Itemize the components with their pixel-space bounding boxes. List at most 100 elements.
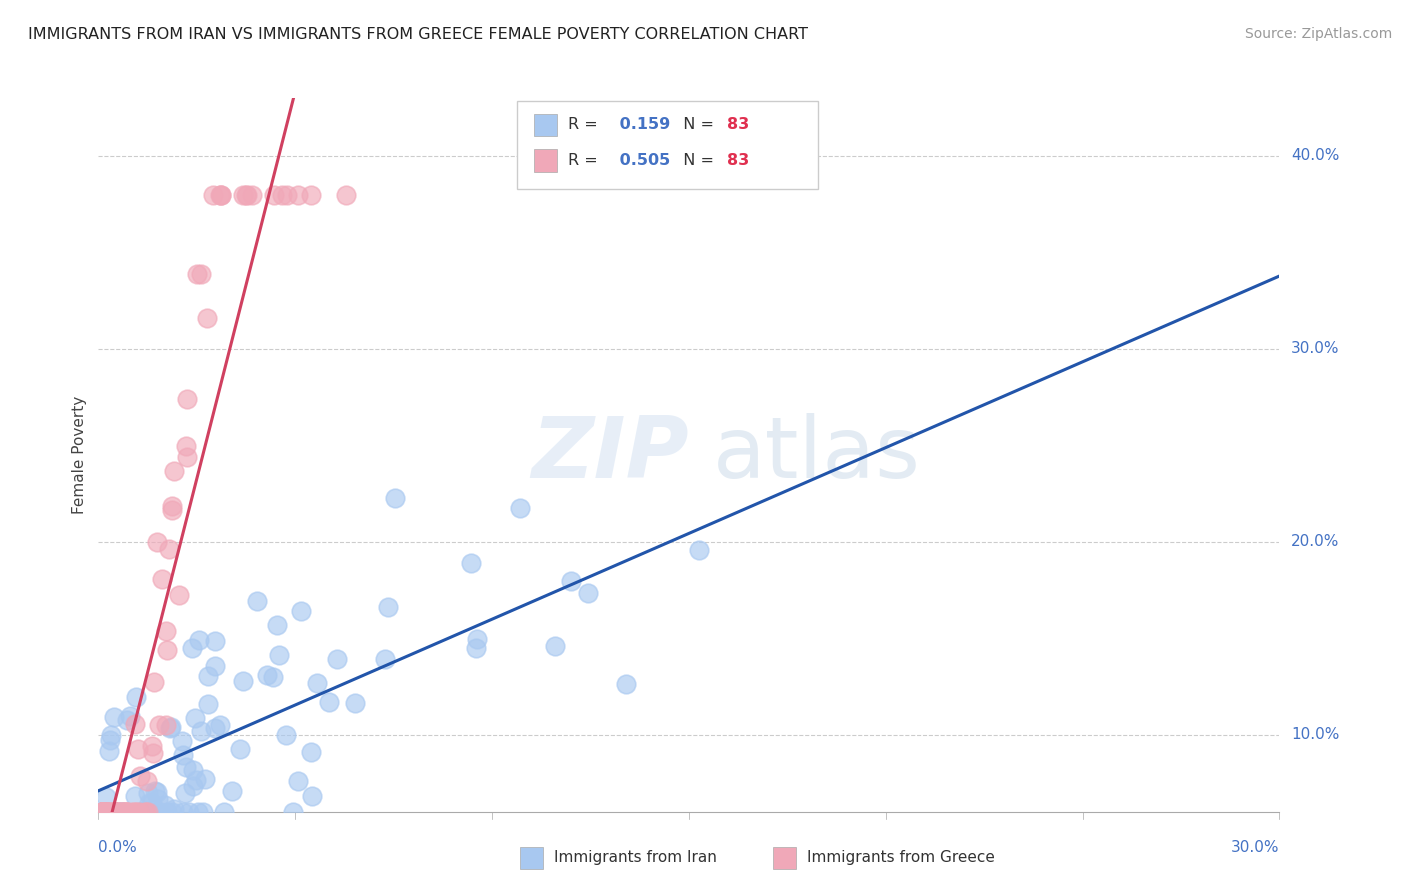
Point [186, 267, 208, 281]
Point [142, 746, 165, 760]
Point [256, 668, 278, 682]
Point [560, 574, 582, 589]
Point [125, 805, 148, 819]
Point [159, 721, 181, 735]
Point [190, 267, 212, 281]
Point [155, 624, 177, 639]
Point [129, 769, 152, 783]
Point [103, 805, 125, 819]
Point [169, 588, 191, 602]
Point [91, 805, 114, 819]
Text: 40.0%: 40.0% [1291, 148, 1340, 163]
Point [110, 805, 132, 819]
Point [115, 713, 138, 727]
Text: Immigrants from Iran: Immigrants from Iran [554, 850, 717, 864]
Point [110, 805, 132, 819]
Text: IMMIGRANTS FROM IRAN VS IMMIGRANTS FROM GREECE FEMALE POVERTY CORRELATION CHART: IMMIGRANTS FROM IRAN VS IMMIGRANTS FROM … [28, 27, 808, 42]
Point [374, 652, 396, 666]
Point [128, 805, 150, 819]
Point [114, 805, 136, 819]
Point [197, 698, 219, 712]
Point [172, 734, 194, 748]
Point [172, 748, 194, 763]
Point [287, 774, 309, 789]
Point [110, 805, 132, 819]
Point [104, 805, 127, 819]
Point [138, 796, 160, 810]
Point [160, 805, 183, 819]
Point [91, 805, 114, 819]
Point [115, 805, 138, 819]
Point [221, 783, 243, 797]
Point [204, 721, 226, 735]
Point [235, 187, 257, 202]
Text: 83: 83 [727, 153, 749, 168]
Point [188, 632, 211, 647]
Point [96, 805, 118, 819]
Point [193, 805, 215, 819]
Point [186, 773, 208, 788]
Point [271, 187, 294, 202]
Text: R =: R = [568, 153, 603, 168]
Text: 0.159: 0.159 [614, 118, 671, 132]
Point [209, 187, 232, 202]
Text: Immigrants from Greece: Immigrants from Greece [807, 850, 995, 864]
Point [160, 720, 183, 734]
Point [460, 556, 482, 570]
Point [209, 187, 232, 202]
Point [97, 805, 120, 819]
Point [135, 805, 157, 819]
Point [146, 534, 169, 549]
Point [143, 784, 166, 798]
Point [91, 805, 114, 819]
Point [197, 669, 219, 683]
Point [172, 805, 194, 819]
Point [96, 805, 118, 819]
Point [104, 805, 127, 819]
Point [141, 739, 163, 753]
Point [91, 805, 114, 819]
Point [281, 805, 304, 819]
Point [129, 805, 152, 819]
Point [194, 772, 217, 787]
Point [96, 805, 118, 819]
Text: 30.0%: 30.0% [1291, 342, 1340, 356]
Point [465, 632, 488, 646]
Point [465, 641, 488, 656]
Point [114, 805, 136, 819]
Point [124, 789, 146, 803]
Point [141, 797, 163, 811]
Point [156, 643, 179, 657]
Text: atlas: atlas [713, 413, 921, 497]
Point [104, 805, 127, 819]
Point [128, 805, 150, 819]
Point [176, 392, 198, 406]
Text: 20.0%: 20.0% [1291, 534, 1340, 549]
Point [318, 695, 340, 709]
Point [235, 187, 257, 202]
Point [98, 733, 121, 747]
Point [91, 805, 114, 819]
Point [91, 805, 114, 819]
Point [266, 618, 288, 632]
Point [100, 805, 122, 819]
Point [576, 586, 599, 600]
Point [299, 187, 322, 202]
Point [104, 805, 127, 819]
Point [150, 572, 173, 586]
Point [155, 717, 177, 731]
Point [125, 690, 148, 704]
Point [174, 759, 197, 773]
Point [98, 744, 121, 758]
Point [127, 742, 149, 756]
Point [148, 717, 170, 731]
Point [212, 805, 235, 819]
Text: 0.505: 0.505 [614, 153, 671, 168]
Point [112, 805, 135, 819]
Point [204, 659, 226, 673]
Point [91, 805, 114, 819]
Text: Source: ZipAtlas.com: Source: ZipAtlas.com [1244, 27, 1392, 41]
Point [326, 652, 349, 666]
Text: 0.0%: 0.0% [98, 840, 138, 855]
Point [96, 789, 118, 804]
